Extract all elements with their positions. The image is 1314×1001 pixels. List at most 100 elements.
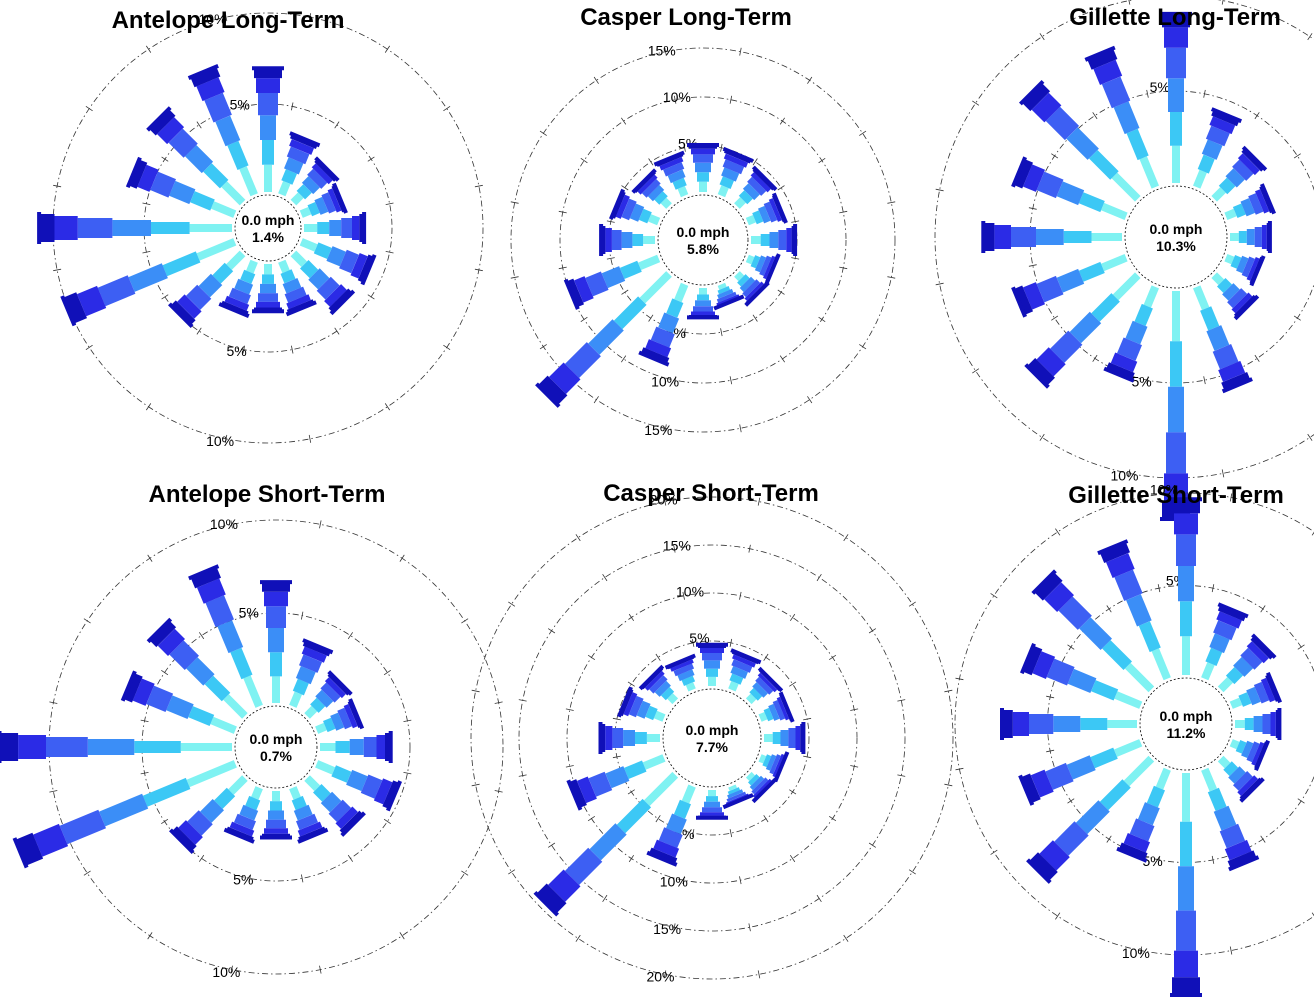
ring-tick — [807, 396, 812, 403]
petal-segment — [266, 820, 286, 828]
petal-segment — [1125, 663, 1154, 692]
ring-tick — [146, 403, 151, 410]
petal-segment — [1079, 262, 1105, 282]
petal-segment — [99, 794, 148, 827]
ring-tick — [829, 816, 836, 821]
petal-segment — [612, 230, 622, 250]
calm-speed: 0.0 mph — [677, 224, 730, 240]
petal-segment — [708, 790, 716, 796]
petal-s — [260, 791, 292, 840]
ring-tick — [197, 328, 201, 335]
ring-label: 5% — [226, 343, 246, 359]
ring-tick — [991, 593, 998, 598]
ring-tick — [1055, 529, 1060, 536]
petal-segment — [1079, 192, 1105, 212]
petal-segment — [256, 302, 280, 308]
ring-tick — [1261, 836, 1266, 843]
petal-segment — [1112, 173, 1141, 202]
ring-tick — [588, 816, 595, 821]
petal-segment — [239, 166, 258, 196]
petal-s — [696, 790, 728, 820]
calm-speed: 0.0 mph — [686, 722, 739, 738]
calm-center: 0.0 mph10.3% — [1125, 186, 1227, 288]
ring-tick — [628, 790, 635, 794]
petal-segment — [695, 300, 711, 306]
ring-tick — [386, 203, 394, 205]
petal-segment — [1166, 432, 1186, 473]
petal-segment — [227, 141, 248, 170]
petal-segment — [640, 271, 672, 303]
ring-tick — [335, 122, 339, 129]
petal-cap — [389, 731, 393, 763]
ring-tick — [576, 935, 580, 942]
ring-tick — [199, 632, 204, 639]
ring-tick — [887, 202, 895, 204]
petal-segment — [778, 230, 786, 250]
ring-tick — [146, 46, 151, 53]
ring-tick — [348, 632, 353, 639]
petal-segment — [1168, 387, 1184, 433]
petal-ese — [1224, 254, 1265, 286]
petal-segment — [1239, 231, 1247, 243]
petal-segment — [708, 677, 716, 686]
ring-tick — [588, 655, 595, 660]
petal-s — [1170, 773, 1202, 997]
petal-segment — [129, 263, 168, 292]
ring-tick — [384, 670, 391, 675]
petal-segment — [796, 726, 801, 750]
ring-tick — [778, 290, 785, 294]
ring-tick — [461, 871, 468, 875]
ring-tick — [909, 602, 916, 606]
ring-tick — [764, 815, 768, 822]
ring-tick — [1308, 434, 1312, 441]
petal-segment — [134, 741, 181, 753]
ring-tick — [86, 345, 93, 350]
ring-tick — [594, 396, 599, 403]
ring-tick — [291, 346, 293, 354]
petal-segment — [329, 220, 341, 236]
petal-segment — [786, 228, 791, 252]
ring-tick — [1255, 355, 1259, 362]
petal-segment — [270, 652, 282, 676]
ring-label: 15% — [653, 921, 681, 937]
petal-segment — [1140, 156, 1160, 188]
petal-segment — [700, 648, 724, 653]
ring-tick — [1107, 836, 1112, 843]
ring-tick — [162, 295, 169, 299]
ring-tick — [508, 870, 515, 874]
petal-segment — [1176, 534, 1196, 566]
petal-segment — [1100, 779, 1131, 810]
petal-segment — [617, 799, 651, 833]
ring-label: 15% — [644, 422, 672, 438]
ring-label: 5% — [233, 872, 253, 888]
ring-tick — [148, 932, 152, 939]
petal-segment — [262, 274, 274, 284]
petal-segment — [221, 181, 245, 205]
ring-tick — [335, 328, 339, 335]
petal-segment — [1254, 716, 1263, 732]
ring-label: 5% — [239, 605, 259, 621]
calm-percent: 11.2% — [1167, 725, 1206, 741]
petal-segment — [1230, 233, 1239, 241]
calm-percent: 1.4% — [252, 229, 284, 245]
petal-segment — [770, 232, 779, 248]
petal-segment — [691, 149, 715, 155]
petal-segment — [1172, 146, 1180, 183]
petal-segment — [1126, 594, 1152, 626]
windrose-antelope-short-term: 5%5%10%10%0.0 mph0.7%Antelope Short-Term — [0, 481, 503, 980]
ring-tick — [740, 424, 742, 432]
petal-segment — [258, 93, 278, 115]
petal-n — [252, 66, 284, 192]
petal-segment — [260, 284, 276, 293]
petal-segment — [266, 606, 286, 628]
petal-segment — [1262, 225, 1267, 249]
ring-tick — [936, 283, 944, 285]
petal-cap — [1170, 993, 1202, 997]
petal-wsw — [1018, 739, 1142, 806]
ring-tick — [1298, 799, 1305, 804]
petal-segment — [632, 234, 643, 246]
ring-tick — [730, 376, 732, 384]
petal-n — [696, 643, 728, 686]
